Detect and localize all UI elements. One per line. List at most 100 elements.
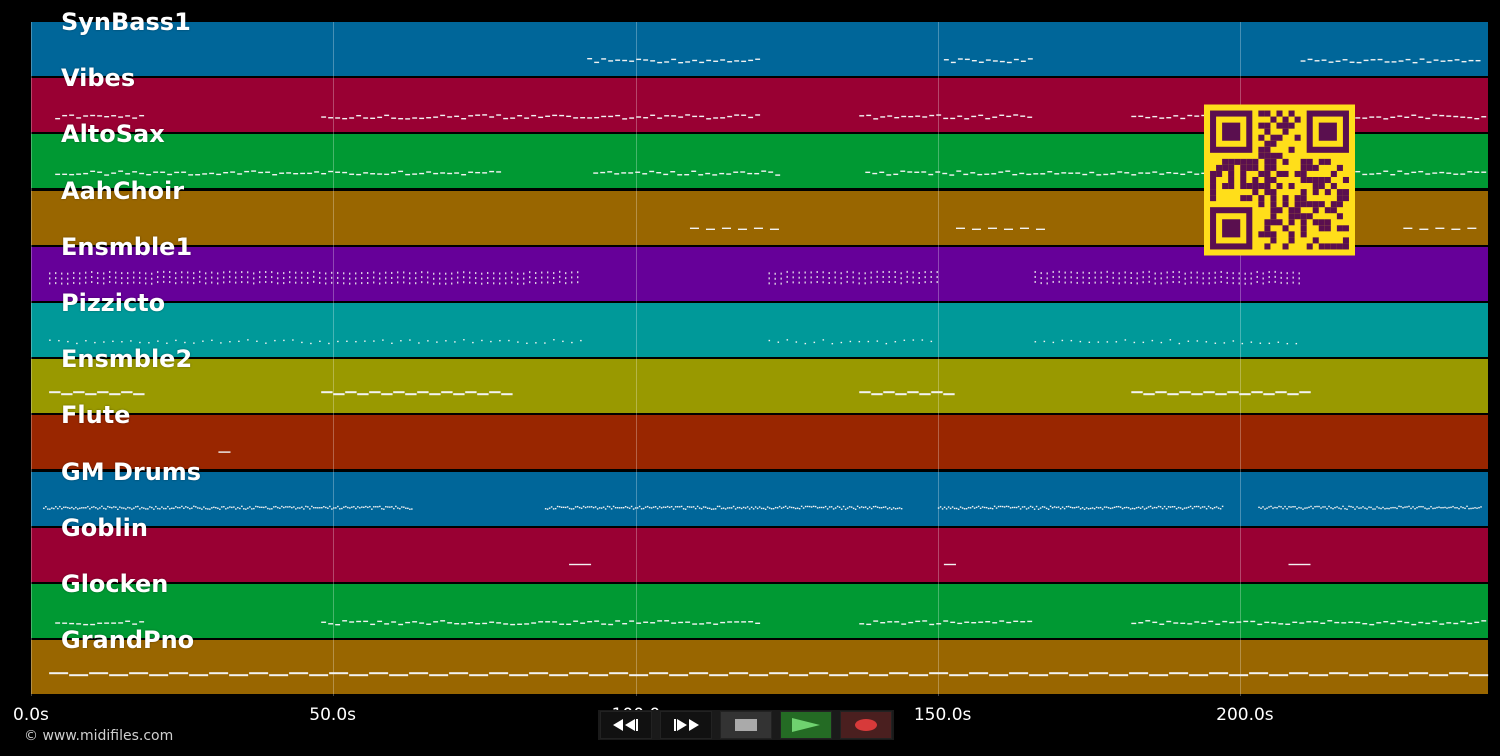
note [211, 276, 213, 279]
track-label: Goblin [61, 513, 148, 542]
note [399, 507, 401, 510]
note [649, 672, 669, 675]
record-button[interactable] [840, 711, 892, 739]
note [822, 281, 824, 284]
note [840, 277, 842, 280]
note [901, 115, 907, 118]
note [1290, 506, 1292, 508]
note [1141, 506, 1144, 508]
note [255, 505, 257, 508]
note [1334, 506, 1336, 509]
qr-module [1258, 122, 1265, 129]
note [415, 282, 417, 285]
note [566, 623, 572, 626]
note [427, 340, 429, 342]
note [169, 508, 171, 510]
qr-module [1210, 183, 1217, 190]
note [876, 275, 878, 278]
note [590, 506, 593, 508]
note [1180, 173, 1186, 176]
track-row[interactable]: Pizzicto [31, 289, 1488, 358]
note [1067, 505, 1070, 508]
stop-button[interactable] [720, 711, 772, 739]
note [1309, 674, 1329, 677]
note-group [943, 58, 1033, 64]
note [970, 172, 976, 174]
play-button[interactable] [780, 711, 832, 739]
note [1390, 173, 1396, 176]
note [622, 507, 625, 509]
note [894, 271, 896, 274]
note [1383, 170, 1389, 172]
qr-module [1318, 176, 1325, 184]
note [812, 505, 815, 508]
track-row[interactable]: SynBass1 [31, 8, 1488, 77]
note [412, 117, 418, 119]
qr-module [1288, 183, 1295, 190]
gridline [333, 22, 335, 696]
track-row[interactable]: Glocken [31, 570, 1488, 639]
note [67, 282, 69, 285]
note-group [55, 620, 145, 626]
note [1360, 507, 1362, 509]
track-row[interactable]: Ensmble2 [31, 345, 1488, 415]
note [1411, 114, 1417, 116]
track-label: Glocken [61, 570, 169, 598]
note [873, 620, 879, 622]
note [125, 173, 131, 175]
note [139, 341, 141, 344]
note [355, 272, 357, 275]
note [598, 507, 601, 509]
qr-module [1288, 122, 1295, 129]
track-row[interactable]: GM Drums [31, 458, 1488, 527]
note [61, 277, 63, 280]
note [1208, 620, 1214, 623]
note [1135, 507, 1138, 509]
note [1475, 59, 1481, 62]
note [217, 272, 219, 275]
note [421, 271, 423, 274]
track-row[interactable]: Goblin [31, 514, 1488, 583]
note [1464, 507, 1466, 510]
note [1100, 276, 1102, 279]
note [1250, 282, 1252, 285]
note [866, 114, 872, 117]
note [1239, 393, 1251, 396]
note [1190, 276, 1192, 279]
note [1034, 341, 1037, 343]
qr-module [1276, 207, 1283, 214]
note [349, 621, 355, 623]
note [1054, 173, 1060, 175]
note [145, 282, 147, 285]
note [202, 173, 208, 175]
note [577, 281, 579, 284]
note [1383, 621, 1389, 623]
fast-forward-button[interactable] [660, 711, 712, 739]
note [979, 507, 982, 509]
rewind-button[interactable] [600, 711, 652, 739]
note [1118, 277, 1120, 280]
note [295, 271, 297, 274]
note [335, 117, 341, 119]
note [545, 621, 551, 623]
note [1115, 506, 1118, 508]
track-row[interactable]: GrandPno [31, 626, 1488, 696]
note [646, 505, 649, 508]
track-row[interactable]: Ensmble1 [31, 233, 1488, 302]
note [1171, 506, 1174, 508]
track-row[interactable]: Flute [31, 401, 1488, 471]
note [393, 391, 405, 394]
note [185, 506, 187, 508]
note [1238, 277, 1240, 280]
note [469, 281, 471, 284]
note [109, 506, 111, 508]
note [1425, 622, 1431, 625]
qr-module [1342, 237, 1349, 244]
qr-module [1228, 183, 1235, 190]
note [964, 118, 970, 120]
qr-module [1264, 152, 1271, 159]
note [259, 281, 261, 284]
note [1384, 61, 1390, 63]
note [225, 508, 227, 510]
note [97, 282, 99, 285]
